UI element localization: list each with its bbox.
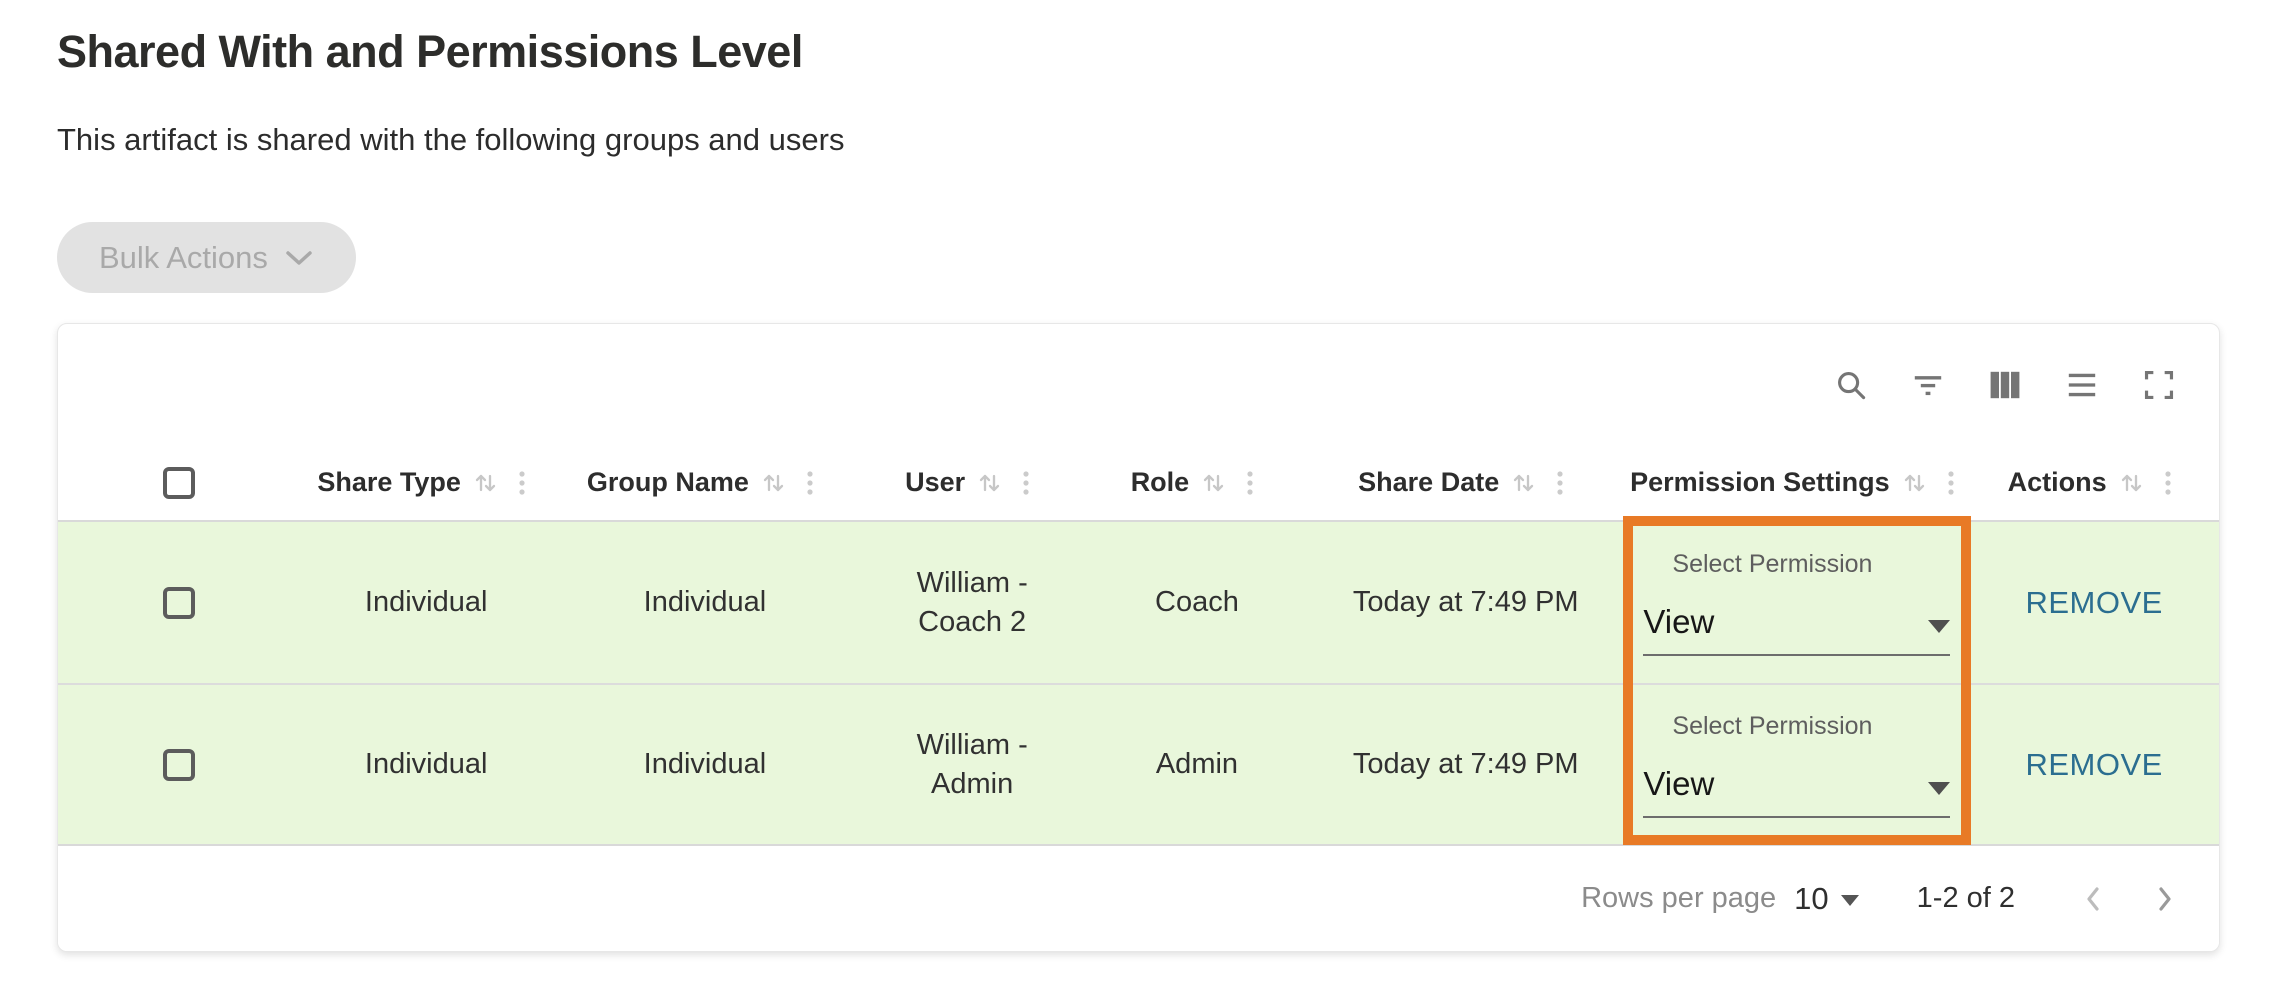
column-label: Group Name (586, 467, 749, 497)
cell-actions: REMOVE (1969, 585, 2219, 621)
permission-select-group: Select Permission View (1643, 549, 1951, 656)
column-label: Share Type (317, 467, 461, 497)
column-label: Actions (2007, 467, 2107, 497)
permission-selected-value: View (1643, 764, 1715, 802)
header-cell-actions: Actions (1969, 467, 2219, 498)
columns-icon[interactable] (1987, 367, 2023, 403)
density-icon[interactable] (2064, 367, 2100, 403)
table-card: Share Type Group Name User (57, 323, 2220, 952)
remove-button[interactable]: REMOVE (2025, 584, 2163, 620)
header-cell-permission-settings: Permission Settings (1625, 467, 1970, 498)
cell-role: Coach (1087, 583, 1307, 622)
cell-share-type: Individual (300, 583, 553, 622)
column-menu-icon[interactable] (1938, 468, 1964, 498)
bulk-actions-label: Bulk Actions (99, 239, 268, 275)
rows-per-page-value: 10 (1794, 880, 1829, 916)
cell-share-date: Today at 7:49 PM (1307, 583, 1625, 622)
table-row: Individual Individual William - Coach 2 … (58, 522, 2219, 683)
dropdown-caret-icon (1840, 895, 1859, 906)
row-checkbox[interactable] (162, 586, 195, 619)
remove-button[interactable]: REMOVE (2025, 746, 2163, 782)
share-type-value: Individual (364, 748, 488, 780)
cell-permission-settings: Select Permission View (1625, 550, 1970, 656)
page-subtitle: This artifact is shared with the followi… (57, 122, 845, 157)
header-cell-role: Role (1087, 467, 1307, 498)
column-label: User (905, 467, 966, 497)
column-menu-icon[interactable] (797, 468, 823, 498)
column-label: Permission Settings (1630, 467, 1890, 497)
column-menu-icon[interactable] (509, 468, 535, 498)
share-date-value: Today at 7:49 PM (1352, 748, 1579, 780)
sort-icon[interactable] (1899, 468, 1929, 498)
table-header-row: Share Type Group Name User (58, 445, 2219, 522)
search-icon[interactable] (1833, 367, 1869, 403)
table-row: Individual Individual William - Admin Ad… (58, 683, 2219, 844)
column-menu-icon[interactable] (2155, 468, 2181, 498)
cell-checkbox (58, 748, 300, 781)
share-type-value: Individual (364, 586, 488, 618)
user-value: William - Admin (916, 728, 1028, 800)
dropdown-caret-icon (1928, 781, 1951, 795)
filter-icon[interactable] (1910, 367, 1946, 403)
rows-per-page-label: Rows per page (1581, 882, 1777, 914)
role-value: Coach (1155, 586, 1239, 618)
group-name-value: Individual (643, 748, 767, 780)
bulk-actions-button[interactable]: Bulk Actions (57, 222, 356, 293)
column-label: Share Date (1358, 467, 1500, 497)
cell-user: William - Admin (857, 726, 1087, 804)
permission-select[interactable]: View (1643, 764, 1951, 818)
cell-user: William - Coach 2 (857, 564, 1087, 642)
cell-actions: REMOVE (1969, 747, 2219, 783)
select-all-checkbox[interactable] (162, 466, 195, 499)
cell-group-name: Individual (553, 745, 858, 784)
sort-icon[interactable] (974, 468, 1004, 498)
cell-checkbox (58, 586, 300, 619)
permission-select[interactable]: View (1643, 602, 1951, 656)
sort-icon[interactable] (470, 468, 500, 498)
pagination-range: 1-2 of 2 (1916, 882, 2015, 914)
cell-permission-settings: Select Permission View (1625, 712, 1970, 818)
column-menu-icon[interactable] (1237, 468, 1263, 498)
sort-icon[interactable] (1198, 468, 1228, 498)
header-cell-share-date: Share Date (1307, 467, 1625, 498)
group-name-value: Individual (643, 586, 767, 618)
column-label: Role (1130, 467, 1190, 497)
permission-select-label: Select Permission (1672, 549, 1873, 578)
user-value: William - Coach 2 (916, 566, 1028, 638)
header-cell-checkbox (58, 466, 300, 499)
page-title: Shared With and Permissions Level (57, 26, 803, 77)
sort-icon[interactable] (758, 468, 788, 498)
permission-selected-value: View (1643, 602, 1715, 640)
next-page-icon[interactable] (2147, 882, 2181, 916)
cell-role: Admin (1087, 745, 1307, 784)
header-cell-group-name: Group Name (553, 467, 858, 498)
role-value: Admin (1155, 748, 1239, 780)
chevron-down-icon (284, 248, 314, 268)
pagination-controls (2077, 882, 2181, 916)
permission-select-label: Select Permission (1672, 711, 1873, 740)
cell-group-name: Individual (553, 583, 858, 622)
dropdown-caret-icon (1928, 619, 1951, 633)
table-pagination-footer: Rows per page 10 1-2 of 2 (58, 844, 2219, 951)
sort-icon[interactable] (2116, 468, 2146, 498)
sort-icon[interactable] (1508, 468, 1538, 498)
fullscreen-icon[interactable] (2141, 367, 2177, 403)
header-cell-share-type: Share Type (300, 467, 553, 498)
column-menu-icon[interactable] (1547, 468, 1573, 498)
column-menu-icon[interactable] (1013, 468, 1039, 498)
row-checkbox[interactable] (162, 748, 195, 781)
table-toolbar (58, 324, 2219, 445)
share-date-value: Today at 7:49 PM (1352, 586, 1579, 618)
permission-select-group: Select Permission View (1643, 711, 1951, 818)
header-cell-user: User (857, 467, 1087, 498)
previous-page-icon[interactable] (2077, 882, 2111, 916)
rows-per-page-select[interactable]: 10 (1794, 880, 1859, 917)
cell-share-type: Individual (300, 745, 553, 784)
cell-share-date: Today at 7:49 PM (1307, 745, 1625, 784)
